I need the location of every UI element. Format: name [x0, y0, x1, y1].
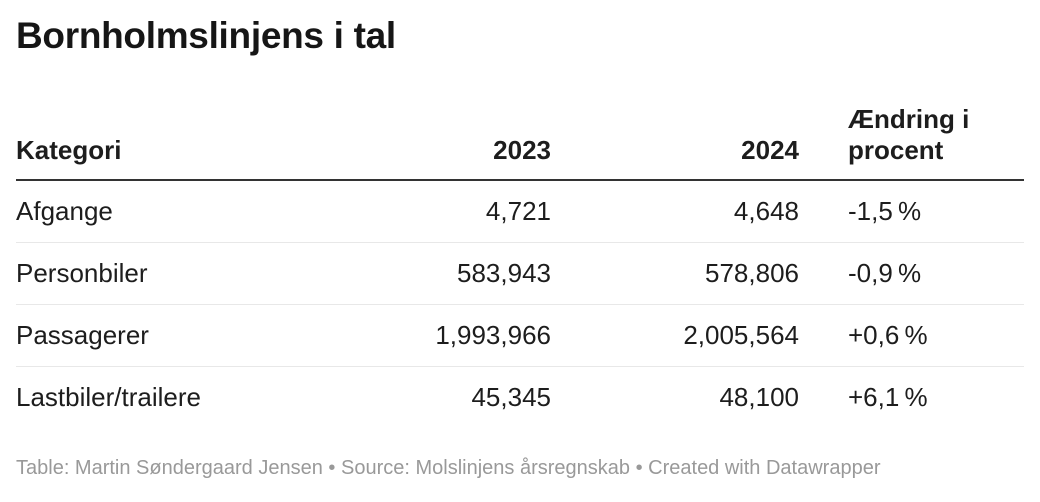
table-row: Afgange 4,721 4,648 -1,5 % — [16, 180, 1024, 243]
cell-change-value: +6,1 % — [848, 381, 928, 412]
column-header-kategori: Kategori — [16, 104, 351, 181]
cell-2023-value: 1,993,966 — [351, 304, 551, 367]
table-header-row: Kategori 2023 2024 Ændring i procent — [16, 104, 1024, 181]
cell-category: Lastbiler/trailere — [16, 381, 201, 412]
footer-separator: • — [635, 457, 643, 479]
cell-2024-value: 48,100 — [719, 381, 799, 412]
cell-change-value: -1,5 % — [799, 180, 1024, 243]
cell-2023-value: 583,943 — [351, 242, 551, 305]
cell-category: Personbiler — [16, 242, 351, 305]
attribution-footer: Table: Martin Søndergaard Jensen • Sourc… — [16, 456, 1024, 480]
column-header-2023: 2023 — [351, 104, 551, 181]
cell-change-value: -0,9 % — [799, 242, 1024, 305]
data-table: Kategori 2023 2024 Ændring i procent Afg… — [16, 104, 1024, 428]
table-row: Passagerer 1,993,966 2,005,564 +0,6 % — [16, 304, 1024, 367]
cell-change-value: +0,6 % — [799, 304, 1024, 367]
cell-2023-value: 45,345 — [471, 381, 551, 412]
column-header-2024: 2024 — [551, 104, 799, 181]
cell-2024-value: 2,005,564 — [551, 304, 799, 367]
cell-2023-value: 4,721 — [351, 180, 551, 243]
cell-category: Passagerer — [16, 304, 351, 367]
cell-category: Afgange — [16, 180, 351, 243]
table-row: Lastbiler/trailere 45,345 48,100 +6,1 % — [16, 366, 1024, 428]
datawrapper-credit-link[interactable]: Created with Datawrapper — [648, 457, 881, 479]
table-attribution: Table: Martin Søndergaard Jensen — [16, 457, 323, 479]
column-header-change-percent: Ændring i procent — [799, 104, 1024, 181]
footer-separator: • — [328, 457, 336, 479]
page-title: Bornholmslinjens i tal — [16, 15, 396, 56]
table-row: Personbiler 583,943 578,806 -0,9 % — [16, 242, 1024, 305]
cell-2024-value: 578,806 — [551, 242, 799, 305]
cell-2024-value: 4,648 — [551, 180, 799, 243]
source-attribution: Source: Molslinjens årsregnskab — [340, 457, 631, 479]
